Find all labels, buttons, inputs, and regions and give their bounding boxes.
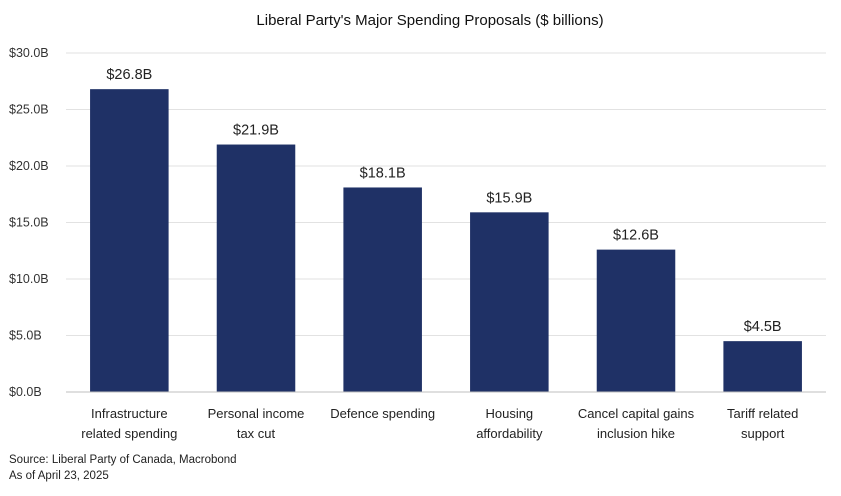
category-label: affordability (476, 426, 543, 441)
category-label: Cancel capital gains (578, 406, 695, 421)
y-axis-tick-labels: $0.0B $5.0B $10.0B $15.0B $20.0B $25.0B $30.0B (9, 46, 49, 399)
y-tick-label: $20.0B (9, 159, 49, 173)
category-label: Tariff related (727, 406, 798, 421)
category-label: tax cut (237, 426, 276, 441)
chart-title: Liberal Party's Major Spending Proposals… (256, 12, 603, 29)
category-label: Housing (485, 406, 533, 421)
category-label: inclusion hike (597, 426, 675, 441)
category-label: Infrastructure (91, 406, 168, 421)
bars (90, 89, 802, 392)
y-tick-label: $10.0B (9, 272, 49, 286)
category-label: related spending (81, 426, 177, 441)
gridlines (66, 52, 826, 336)
footer: Source: Liberal Party of Canada, Macrobo… (9, 452, 237, 484)
data-label: $26.8B (106, 67, 152, 83)
bar (343, 187, 422, 392)
y-tick-label: $0.0B (9, 385, 42, 399)
category-label: Defence spending (330, 406, 435, 421)
data-label: $4.5B (744, 319, 782, 335)
y-tick-label: $15.0B (9, 216, 49, 230)
data-label: $15.9B (486, 190, 532, 206)
y-tick-label: $30.0B (9, 46, 49, 60)
bar (216, 144, 296, 392)
x-axis-category-labels: Infrastructure related spending Personal i… (81, 406, 798, 441)
bar (596, 249, 676, 392)
category-label: support (741, 426, 785, 441)
bar (90, 89, 169, 392)
source-note: Source: Liberal Party of Canada, Macrobo… (9, 454, 237, 466)
category-label: Personal income (208, 406, 305, 421)
y-tick-label: $25.0B (9, 103, 49, 117)
data-labels: $26.8B $21.9B $18.1B $15.9B $12.6B $4.5B (106, 67, 781, 335)
bar (470, 212, 549, 392)
as-of-date: As of April 23, 2025 (9, 470, 109, 482)
data-label: $21.9B (233, 123, 279, 139)
bar (723, 341, 802, 392)
y-tick-label: $5.0B (9, 329, 42, 343)
data-label: $12.6B (613, 228, 659, 244)
data-label: $18.1B (360, 165, 406, 181)
